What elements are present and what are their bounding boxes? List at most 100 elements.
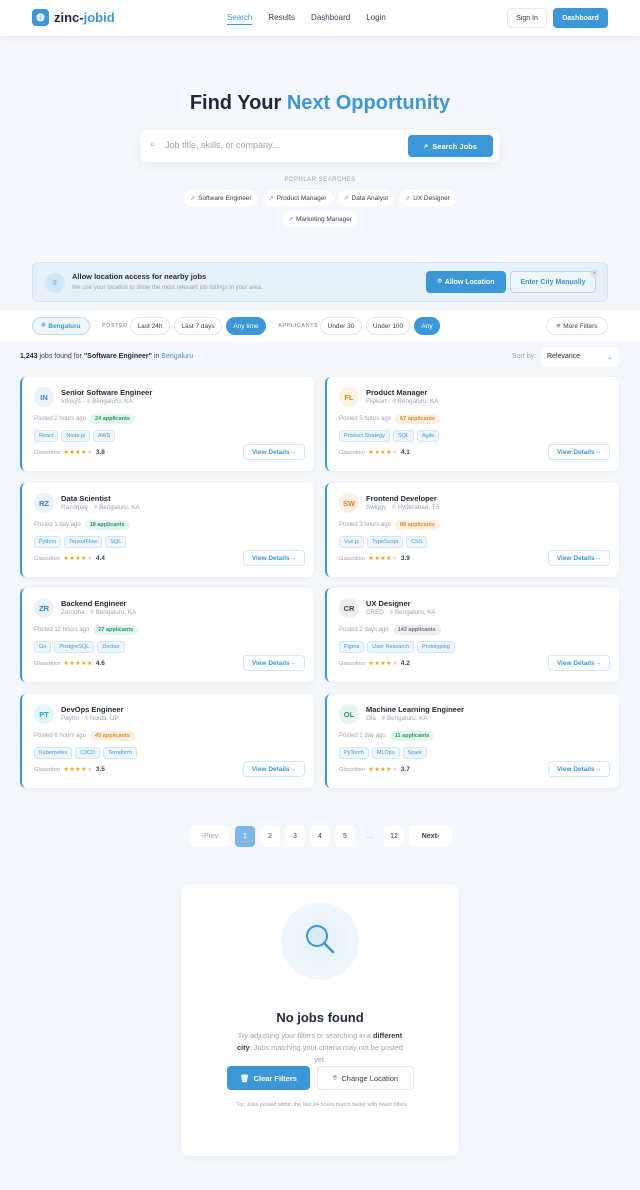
allow-location-button[interactable]: ⌾ Allow Location <box>426 271 506 293</box>
job-card[interactable]: FL Product Manager Flipkart · ⌾ Bengaluru,… <box>325 377 619 471</box>
dashboard-button[interactable]: Dashboard <box>553 8 608 28</box>
job-title[interactable]: Machine Learning Engineer <box>366 705 464 714</box>
filter-icon: ≡ <box>556 322 561 330</box>
rating-value: 4.2 <box>400 660 410 667</box>
page-button[interactable]: 2 <box>260 826 280 847</box>
job-title[interactable]: Frontend Developer <box>366 494 437 503</box>
view-details-button[interactable]: View Details → <box>243 444 305 460</box>
star-icon: ★ <box>86 450 93 456</box>
job-title[interactable]: Senior Software Engineer <box>61 388 153 397</box>
nav-link-login[interactable]: Login <box>366 13 386 22</box>
posted-last-24h[interactable]: Last 24h <box>130 317 170 335</box>
logo[interactable]: ◍ zinc-jobid <box>32 9 115 26</box>
posted-row: Posted 2 hours ago 24 applicants <box>34 414 135 424</box>
posted-time: Posted 2 days ago <box>339 627 389 633</box>
change-location-button[interactable]: ⌾ Change Location <box>317 1066 414 1090</box>
search-input[interactable]: Job title, skills, or company... <box>165 140 280 150</box>
company-location: Infosys · ⌾ Bengaluru, KA <box>61 398 133 405</box>
star-icon: ★ <box>69 767 76 773</box>
star-icon: ★ <box>380 767 387 773</box>
star-icon: ★ <box>81 556 87 562</box>
trending-icon: ↗ <box>287 216 294 223</box>
button-label: View Details <box>251 554 290 562</box>
popular-search-chip[interactable]: ↗ Software Engineer <box>184 190 258 206</box>
popular-search-chip[interactable]: ↗ Data Analyst <box>337 190 395 206</box>
nav-link-results[interactable]: Results <box>268 13 296 22</box>
nav-link-search[interactable]: Search <box>227 13 253 25</box>
page-button[interactable]: 4 <box>310 826 330 847</box>
chevron-right-icon: › <box>436 833 440 840</box>
applicants-badge: 67 applicants <box>395 414 440 424</box>
job-card[interactable]: SW Frontend Developer Swiggy · ⌾ Hyderabad… <box>325 483 619 577</box>
button-label: View Details <box>556 554 595 562</box>
applicants-under-30[interactable]: Under 30 <box>320 317 362 335</box>
view-details-button[interactable]: View Details → <box>243 655 305 671</box>
job-title[interactable]: Product Manager <box>366 388 428 397</box>
view-details-button[interactable]: View Details → <box>548 655 610 671</box>
skill-tag: React <box>34 430 59 442</box>
next-page-button[interactable]: Next › <box>409 826 452 847</box>
popular-search-chip[interactable]: ↗ UX Designer <box>399 190 456 206</box>
skill-tags: Product Strategy SQL Agile <box>339 430 440 442</box>
chevron-down-icon: ⌄ <box>607 354 613 361</box>
search-jobs-button[interactable]: ⌕ Search Jobs <box>408 135 493 157</box>
view-details-button[interactable]: View Details → <box>243 550 305 566</box>
star-icon: ★ <box>69 450 76 456</box>
prev-page-button[interactable]: ‹ Prev <box>190 826 230 847</box>
sign-in-button[interactable]: Sign In <box>507 8 547 28</box>
sort-select[interactable]: Relevance ⌄ <box>541 348 619 366</box>
page-button[interactable]: 1 <box>235 826 255 847</box>
button-label: View Details <box>251 659 290 667</box>
posted-time: Posted 2 hours ago <box>34 416 87 422</box>
company-avatar: SW <box>339 493 359 513</box>
applicants-under-100[interactable]: Under 100 <box>366 317 410 335</box>
page-button[interactable]: 3 <box>285 826 305 847</box>
view-details-button[interactable]: View Details → <box>548 761 610 777</box>
posted-last-7-days[interactable]: Last 7 days <box>174 317 222 335</box>
trash-icon: 🗑 <box>240 1073 250 1083</box>
city-filter[interactable]: ⌾ Bengaluru <box>32 317 90 335</box>
job-location: Bengaluru, KA <box>95 609 137 616</box>
close-icon[interactable]: × <box>590 269 599 278</box>
posted-row: Posted 2 days ago 142 applicants <box>339 625 441 635</box>
job-title[interactable]: DevOps Engineer <box>61 705 124 714</box>
popular-search-chip[interactable]: ↗ Marketing Manager <box>281 211 359 227</box>
popular-search-chip[interactable]: ↗ Product Manager <box>262 190 333 206</box>
glassdoor-rating: Glassdoor ★★★★★ 4.6 <box>34 660 105 667</box>
more-filters-button[interactable]: ≡ More Filters <box>546 317 608 335</box>
view-details-button[interactable]: View Details → <box>243 761 305 777</box>
star-icon: ★ <box>368 556 375 562</box>
job-card[interactable]: PT DevOps Engineer Paytm · ⌾ Noida, UP Post… <box>20 694 314 788</box>
job-card[interactable]: CR UX Designer CRED · ⌾ Bengaluru, KA Poste… <box>325 588 619 682</box>
job-title[interactable]: Backend Engineer <box>61 599 127 608</box>
applicants-any[interactable]: Any <box>414 317 440 335</box>
trending-icon: ↗ <box>268 195 274 202</box>
skill-tag: Spark <box>402 747 427 759</box>
arrow-right-icon: → <box>289 765 297 773</box>
map-pin-icon: ⌾ <box>391 504 398 511</box>
view-details-button[interactable]: View Details → <box>548 550 610 566</box>
view-details-button[interactable]: View Details → <box>548 444 610 460</box>
skill-tags: Go PostgreSQL Docker <box>34 641 125 653</box>
rating-value: 4.6 <box>95 660 105 667</box>
clear-filters-button[interactable]: 🗑 Clear Filters <box>227 1066 310 1090</box>
page-button[interactable]: 5 <box>335 826 355 847</box>
job-title[interactable]: UX Designer <box>366 599 411 608</box>
star-icon: ★ <box>374 661 381 667</box>
page-button[interactable]: 12 <box>384 826 404 847</box>
job-card[interactable]: OL Machine Learning Engineer Ola · ⌾ Benga… <box>325 694 619 788</box>
posted-any-time[interactable]: Any time <box>226 317 266 335</box>
applicants-badge: 88 applicants <box>395 520 440 530</box>
job-card[interactable]: ZR Backend Engineer Zerodha · ⌾ Bengaluru,… <box>20 588 314 682</box>
star-icon: ★ <box>386 556 392 562</box>
rating-label: Glassdoor <box>34 449 61 456</box>
popular-searches: ↗ Software Engineer ↗ Product Manager ↗ Data … <box>170 190 470 227</box>
star-icon: ★ <box>63 450 70 456</box>
button-label: View Details <box>251 765 290 773</box>
job-card[interactable]: IN Senior Software Engineer Infosys · ⌾ Be… <box>20 377 314 471</box>
enter-city-button[interactable]: Enter City Manually <box>510 271 596 293</box>
job-card[interactable]: RZ Data Scientist Razorpay · ⌾ Bengaluru, … <box>20 483 314 577</box>
job-title[interactable]: Data Scientist <box>61 494 111 503</box>
posted-row: Posted 5 hours ago 67 applicants <box>339 414 440 424</box>
nav-link-dashboard[interactable]: Dashboard <box>311 13 351 22</box>
